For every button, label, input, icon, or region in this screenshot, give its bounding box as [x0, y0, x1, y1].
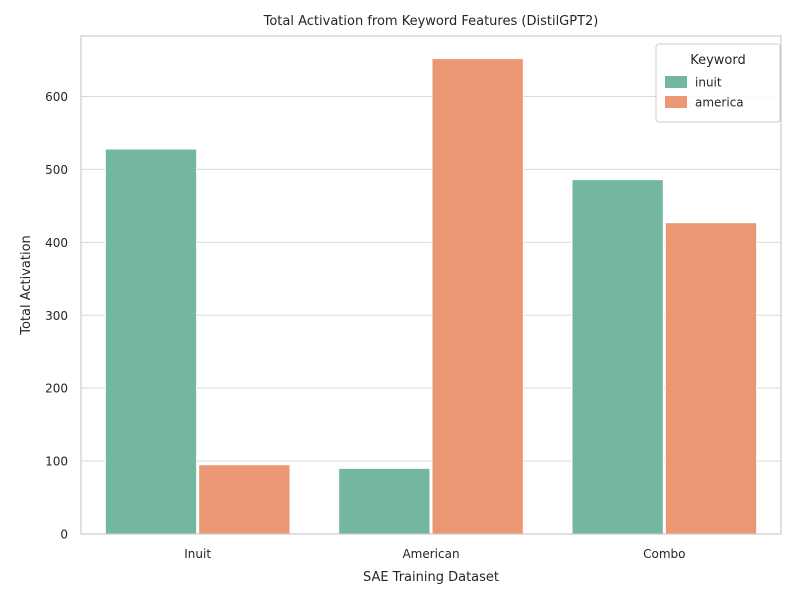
chart-title: Total Activation from Keyword Features (… [263, 14, 599, 29]
legend: Keyword inuit america [655, 43, 781, 123]
legend-label-america: america [695, 96, 744, 110]
bar-inuit-combo [571, 179, 664, 535]
y-tick-label: 600 [45, 90, 68, 104]
x-axis-label: SAE Training Dataset [363, 570, 499, 585]
y-tick-label: 0 [60, 528, 68, 542]
plot-frame [80, 35, 782, 535]
y-tick-label: 100 [45, 455, 68, 469]
x-tick-label: Inuit [184, 547, 211, 561]
bars [104, 58, 758, 535]
legend-label-inuit: inuit [695, 76, 722, 90]
y-tick-label: 500 [45, 163, 68, 177]
bar-inuit-american [338, 467, 431, 535]
bar-america-combo [664, 222, 758, 535]
x-tick-label: American [402, 547, 459, 561]
legend-swatch-inuit [665, 76, 687, 88]
x-axis-ticks: Inuit American Combo [184, 547, 685, 561]
y-tick-label: 400 [45, 236, 68, 250]
legend-title: Keyword [690, 53, 746, 68]
bar-america-inuit [198, 464, 291, 535]
y-axis-label: Total Activation [19, 235, 34, 336]
bar-inuit-inuit [104, 148, 198, 535]
legend-items: inuit america [665, 76, 744, 110]
bar-america-american [431, 58, 524, 535]
y-tick-label: 300 [45, 309, 68, 323]
legend-swatch-america [665, 96, 687, 108]
x-tick-label: Combo [643, 547, 685, 561]
y-axis-ticks: 0 100 200 300 400 500 600 [45, 90, 68, 541]
y-tick-label: 200 [45, 382, 68, 396]
